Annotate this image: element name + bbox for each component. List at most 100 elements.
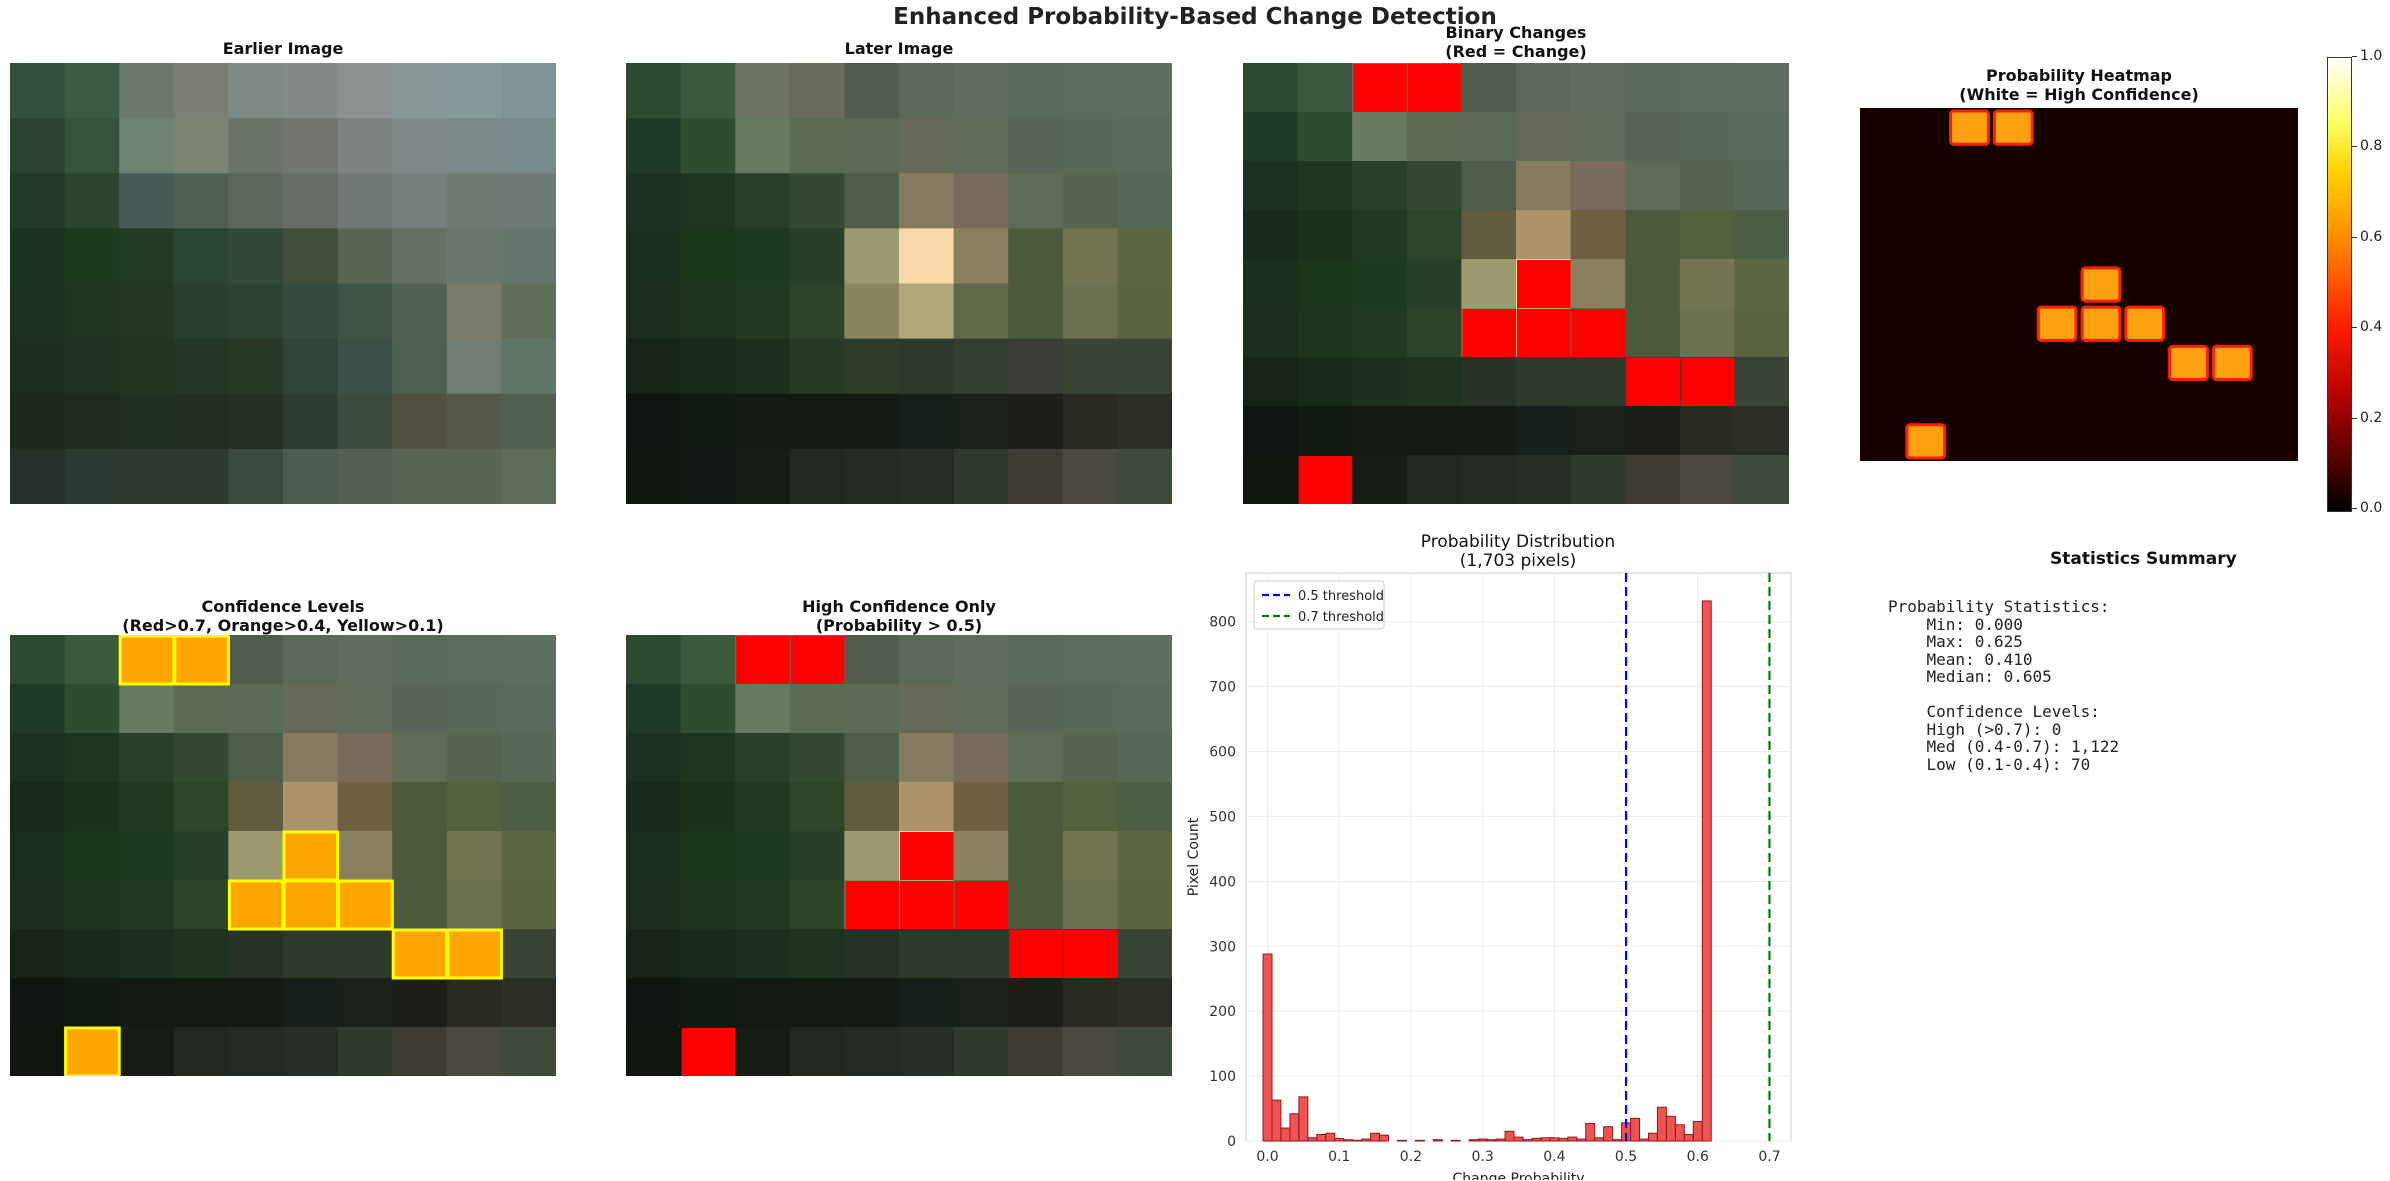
image-tile <box>337 929 393 979</box>
image-tile <box>953 173 1009 229</box>
image-tile <box>1243 455 1299 504</box>
image-tile <box>173 283 229 340</box>
image-tile <box>1062 283 1118 340</box>
image-tile <box>501 880 556 930</box>
image-tile <box>1406 161 1462 211</box>
high-confidence-title: High Confidence Only (Probability > 0.5) <box>626 597 1172 635</box>
colorbar-tick: 0.6 <box>2351 229 2383 245</box>
image-tile <box>1516 357 1572 407</box>
histogram-bar <box>1692 1121 1703 1142</box>
image-tile <box>64 831 120 881</box>
image-tile <box>680 448 736 504</box>
image-tile <box>680 684 736 734</box>
image-tile <box>1679 63 1735 113</box>
image-tile <box>1734 210 1789 260</box>
image-tile <box>10 684 66 734</box>
image-tile <box>1461 161 1517 211</box>
image-tile <box>64 635 120 685</box>
image-tile <box>735 978 791 1028</box>
image-tile <box>1008 228 1064 284</box>
image-tile <box>1734 308 1789 358</box>
image-tile <box>173 338 229 395</box>
image-tile <box>501 1027 556 1076</box>
histogram-bar <box>1271 1099 1282 1142</box>
image-tile <box>501 831 556 881</box>
image-tile <box>392 228 448 284</box>
image-tile <box>337 733 393 783</box>
image-tile <box>626 684 682 734</box>
histogram-bar <box>1495 1138 1506 1142</box>
image-tile <box>789 782 845 832</box>
image-tile <box>1062 1027 1118 1076</box>
image-tile <box>64 733 120 783</box>
heatmap-hotspot <box>1949 109 1990 146</box>
image-tile <box>1008 978 1064 1028</box>
image-tile <box>789 1027 845 1076</box>
stats-line: Confidence Levels: <box>1888 702 2100 721</box>
image-tile <box>64 448 120 504</box>
image-tile <box>392 880 448 930</box>
image-tile <box>1117 880 1172 930</box>
image-tile <box>735 831 791 881</box>
image-tile <box>844 63 900 119</box>
image-tile <box>446 831 502 881</box>
image-tile <box>735 929 791 979</box>
heatmap-hotspot <box>2124 305 2166 342</box>
image-tile <box>1734 63 1789 113</box>
image-tile <box>1117 393 1172 450</box>
image-tile <box>1352 455 1408 504</box>
histogram-bar <box>1549 1137 1560 1142</box>
image-tile <box>64 929 120 979</box>
change-region <box>227 879 285 931</box>
image-tile <box>626 978 682 1028</box>
histogram-bar <box>1280 1127 1291 1142</box>
image-tile <box>392 338 448 395</box>
image-tile <box>228 448 284 504</box>
change-region <box>1407 64 1462 112</box>
statistics-title: Statistics Summary <box>2050 549 2237 569</box>
image-tile <box>1461 455 1517 504</box>
image-tile <box>228 978 284 1028</box>
x-tick-label: 0.0 <box>1256 1149 1278 1165</box>
image-tile <box>1679 308 1735 358</box>
image-tile <box>392 684 448 734</box>
image-tile <box>789 733 845 783</box>
image-tile <box>1679 455 1735 504</box>
image-tile <box>446 782 502 832</box>
image-tile <box>1243 406 1299 456</box>
image-tile <box>735 228 791 284</box>
image-tile <box>1406 259 1462 309</box>
image-tile <box>1008 173 1064 229</box>
change-region <box>900 881 954 929</box>
image-tile <box>283 1027 339 1076</box>
image-tile <box>1625 308 1681 358</box>
image-tile <box>119 733 175 783</box>
earlier-image-title: Earlier Image <box>222 39 344 58</box>
later-image-panel <box>626 63 1172 504</box>
image-tile <box>680 283 736 340</box>
image-tile <box>64 880 120 930</box>
image-tile <box>1243 63 1299 113</box>
heatmap-hotspot <box>2211 344 2253 382</box>
image-tile <box>789 228 845 284</box>
image-tile <box>1297 259 1353 309</box>
image-tile <box>501 118 556 174</box>
change-region <box>1571 309 1626 357</box>
colorbar-tick: 0.4 <box>2351 319 2383 335</box>
histogram-bar <box>1343 1139 1354 1142</box>
image-tile <box>1625 406 1681 456</box>
image-tile <box>392 782 448 832</box>
image-tile <box>735 283 791 340</box>
image-tile <box>953 635 1009 685</box>
image-tile <box>173 63 229 119</box>
image-tile <box>119 1027 175 1076</box>
image-tile <box>626 880 682 930</box>
image-tile <box>1117 1027 1172 1076</box>
image-tile <box>119 978 175 1028</box>
image-tile <box>1008 118 1064 174</box>
histogram-bar <box>1432 1139 1443 1142</box>
image-tile <box>1406 455 1462 504</box>
image-tile <box>119 338 175 395</box>
change-region <box>1626 358 1680 406</box>
change-region <box>1063 930 1118 978</box>
